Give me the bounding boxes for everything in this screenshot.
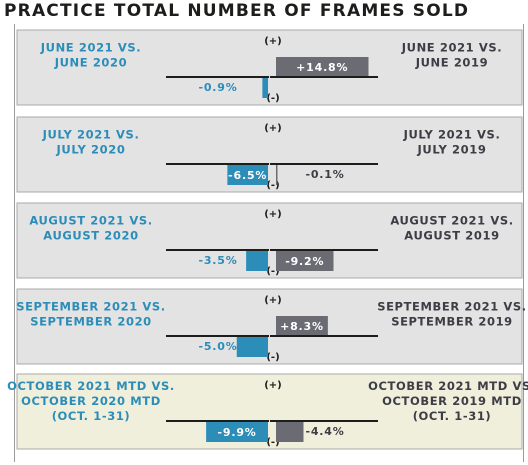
panel-5-left-bar bbox=[206, 422, 268, 442]
panel-2-negative-marker: (-) bbox=[266, 180, 279, 191]
panel-4-left-value-label: -5.0% bbox=[198, 340, 237, 353]
panel-3-left-label-line-1: AUGUST 2021 VS. bbox=[29, 214, 152, 228]
panel-4-left-label-line-1: SEPTEMBER 2021 VS. bbox=[16, 300, 166, 314]
panel-4-left-bar bbox=[236, 337, 268, 357]
panel-1-right-label-line-2: JUNE 2019 bbox=[415, 56, 489, 70]
panel-1-right-label-line-1: JUNE 2021 VS. bbox=[401, 41, 502, 55]
panel-2-left-label-line-2: JULY 2020 bbox=[56, 143, 126, 157]
chart-title: PRACTICE TOTAL NUMBER OF FRAMES SOLD bbox=[4, 1, 470, 21]
panel-5-left-label-line-1: OCTOBER 2021 MTD VS. bbox=[7, 379, 175, 393]
panel-3-right-label-line-2: AUGUST 2019 bbox=[404, 229, 499, 243]
panel-4-right-label-line-1: SEPTEMBER 2021 VS. bbox=[377, 300, 527, 314]
panel-4-left-label-line-2: SEPTEMBER 2020 bbox=[30, 315, 152, 329]
panel-4-negative-marker: (-) bbox=[266, 352, 279, 363]
panel-4-positive-marker: (+) bbox=[264, 295, 282, 306]
panel-2-left-bar bbox=[227, 165, 268, 185]
panel-3-right-label-line-1: AUGUST 2021 VS. bbox=[390, 214, 513, 228]
panel-2-right-value-label: -0.1% bbox=[305, 168, 344, 181]
panel-2-right-label-line-2: JULY 2019 bbox=[417, 143, 487, 157]
panel-2-positive-marker: (+) bbox=[264, 123, 282, 134]
panel-4-right-label-line-2: SEPTEMBER 2019 bbox=[391, 315, 513, 329]
panel-5-right-label-line-1: OCTOBER 2021 MTD VS. bbox=[368, 379, 528, 393]
panel-3-background bbox=[16, 202, 523, 279]
panel-2-left-label-line-1: JULY 2021 VS. bbox=[42, 128, 140, 142]
panel-5-right-label-line-2: OCTOBER 2019 MTD bbox=[382, 394, 522, 408]
panel-5-left-label-line-2: OCTOBER 2020 MTD bbox=[21, 394, 161, 408]
panel-5-left-value-label: -9.9% bbox=[218, 426, 257, 439]
panel-2-right-bar bbox=[276, 165, 278, 185]
panel-1-background bbox=[16, 29, 523, 106]
panel-4-right-bar bbox=[276, 316, 328, 336]
panel-3-right-bar bbox=[276, 251, 334, 271]
panel-4-background bbox=[16, 288, 523, 365]
panel-1-right-bar bbox=[276, 57, 369, 77]
panel-1-negative-marker: (-) bbox=[266, 93, 279, 104]
panel-3-left-value-label: -3.5% bbox=[198, 254, 237, 267]
panel-5-negative-marker: (-) bbox=[266, 437, 279, 448]
panel-1-left-label-line-2: JUNE 2020 bbox=[54, 56, 128, 70]
panel-3-negative-marker: (-) bbox=[266, 266, 279, 277]
panel-1-left-bar bbox=[262, 78, 268, 98]
panel-5-right-value-label: -4.4% bbox=[305, 425, 344, 438]
panel-2-background bbox=[16, 116, 523, 193]
panel-3-positive-marker: (+) bbox=[264, 209, 282, 220]
panel-1-right-value-label: +14.8% bbox=[296, 61, 348, 74]
panel-2-right-label-line-1: JULY 2021 VS. bbox=[403, 128, 501, 142]
panel-4-right-value-label: +8.3% bbox=[280, 320, 324, 333]
panel-3-left-bar bbox=[246, 251, 268, 271]
chart-frame bbox=[14, 24, 524, 462]
panel-5-right-label-line-3: (OCT. 1-31) bbox=[413, 409, 492, 423]
panel-3-right-value-label: -9.2% bbox=[285, 255, 324, 268]
panel-5-background bbox=[16, 373, 523, 450]
panel-1-left-label-line-1: JUNE 2021 VS. bbox=[40, 41, 141, 55]
panel-5-positive-marker: (+) bbox=[264, 380, 282, 391]
panel-2-left-value-label: -6.5% bbox=[228, 169, 267, 182]
panel-5-right-bar bbox=[276, 422, 304, 442]
panel-1-left-value-label: -0.9% bbox=[198, 81, 237, 94]
panel-5-left-label-line-3: (OCT. 1-31) bbox=[52, 409, 131, 423]
panel-1-positive-marker: (+) bbox=[264, 36, 282, 47]
panel-3-left-label-line-2: AUGUST 2020 bbox=[43, 229, 138, 243]
